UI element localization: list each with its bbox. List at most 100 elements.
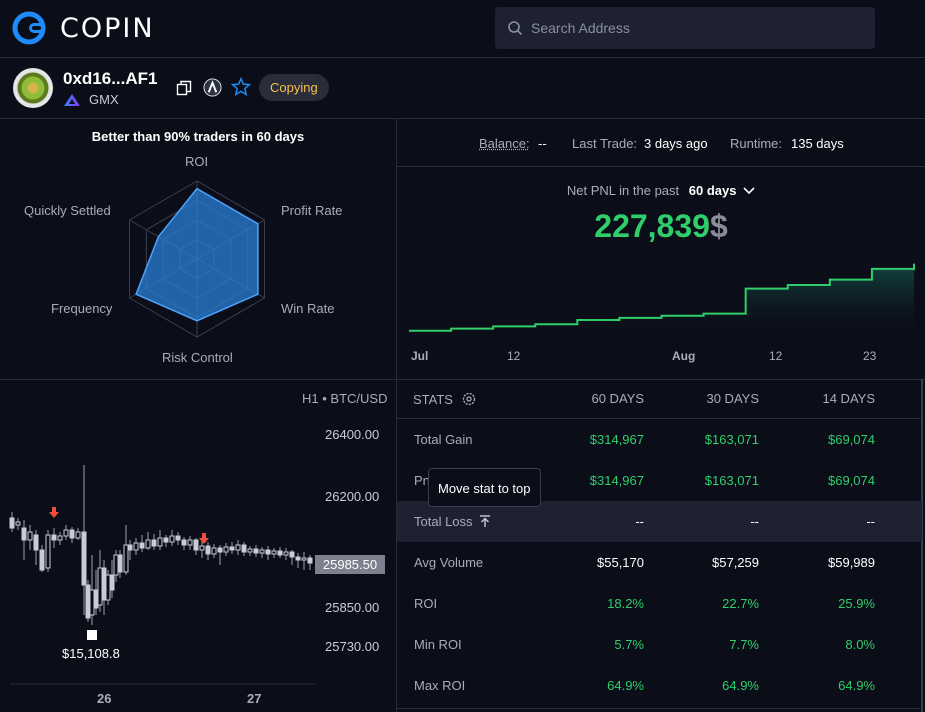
candle-body [175, 535, 181, 541]
price-tick: 25850.00 [325, 600, 380, 615]
stat-row-total-gain[interactable]: Total Gain $314,967 $163,071 $69,074 [397, 419, 922, 460]
price-tick: 26200.00 [325, 489, 380, 504]
stat-row-roi[interactable]: ROI 18.2% 22.7% 25.9% [397, 583, 922, 624]
stat-label: Max ROI [414, 678, 466, 693]
radar-score-area [135, 187, 259, 322]
stat-label: Min ROI [414, 637, 462, 652]
search-bar[interactable] [495, 7, 875, 49]
radar-label-profit-rate: Profit Rate [281, 203, 343, 218]
radar-label-frequency: Frequency [51, 301, 113, 316]
arbitrum-icon[interactable] [203, 78, 222, 97]
gmx-icon [64, 93, 80, 106]
stats-scrollbar[interactable] [921, 379, 923, 712]
stat-value: -- [750, 514, 759, 529]
pnl-x-tick: 23 [863, 349, 877, 363]
pnl-x-tick: Jul [411, 349, 428, 363]
balance-value: -- [538, 136, 547, 151]
candle-body [85, 584, 91, 619]
candle-body [39, 549, 45, 571]
pair-label: H1 • BTC/USD [302, 391, 388, 406]
stat-row-pnl[interactable]: Pnl $314,967 $163,071 $69,074 [397, 460, 922, 501]
pnl-period[interactable]: 60 days [688, 183, 737, 198]
stat-value: $163,071 [704, 473, 759, 488]
balance-label[interactable]: Balance: [479, 136, 530, 151]
protocol-tag: GMX [63, 92, 119, 107]
candle-body [127, 544, 133, 551]
stat-row-avg-volume[interactable]: Avg Volume $55,170 $57,259 $59,989 [397, 542, 922, 583]
stat-value: 64.9% [607, 678, 644, 693]
sell-arrow-marker [199, 533, 209, 544]
candle-body [265, 549, 271, 555]
candle-body [75, 531, 81, 539]
radar-chart [129, 180, 265, 338]
stat-value: 25.9% [838, 596, 875, 611]
current-price-tag: 25985.50 [315, 555, 385, 574]
candle-body [187, 539, 193, 546]
candle-chart[interactable] [0, 400, 320, 690]
candle-body [289, 551, 295, 558]
copin-logo[interactable]: COPIN [12, 11, 155, 45]
low-price-square [87, 630, 97, 640]
move-stat-tooltip: Move stat to top [428, 468, 541, 507]
stat-row-min-roi[interactable]: Min ROI 5.7% 7.7% 8.0% [397, 624, 922, 665]
last-trade-value: 3 days ago [644, 136, 708, 151]
search-input[interactable] [531, 20, 851, 36]
copy-icon[interactable] [176, 80, 192, 96]
logo-text: COPIN [60, 12, 155, 44]
stat-value: 7.7% [729, 637, 759, 652]
pnl-label: Net PNL in the past [566, 183, 680, 198]
candle-body [271, 550, 277, 555]
candle-body [157, 537, 163, 547]
stats-title: STATS [413, 391, 453, 407]
panel-divider-right [397, 379, 925, 380]
move-to-top-icon[interactable] [479, 515, 491, 528]
stat-row-total-loss[interactable]: Total Loss -- -- -- [397, 501, 922, 542]
pnl-x-tick: 12 [507, 349, 521, 363]
last-trade-label: Last Trade: [572, 136, 638, 151]
stat-row-max-roi[interactable]: Max ROI 64.9% 64.9% 64.9% [397, 665, 922, 706]
candle-body [81, 531, 87, 586]
candle-body [217, 547, 223, 553]
candle-body [223, 546, 229, 553]
candle-body [241, 544, 247, 553]
runtime-value: 135 days [791, 136, 844, 151]
candle-body [139, 542, 145, 549]
stat-value: -- [635, 514, 644, 529]
copying-status-badge[interactable]: Copying [259, 74, 329, 101]
candle-body [45, 534, 51, 569]
candle-body [163, 537, 169, 543]
candle-body [105, 574, 111, 601]
stat-label: Avg Volume [414, 555, 484, 570]
candle-body [301, 557, 307, 561]
candle-body [15, 521, 21, 526]
star-icon[interactable] [231, 77, 251, 97]
pnl-area [409, 263, 914, 335]
stats-header: STATS [413, 391, 477, 407]
sell-arrow-marker [49, 507, 59, 518]
candle-body [113, 554, 119, 576]
candle-body [89, 589, 95, 616]
candle-body [133, 542, 139, 551]
search-icon [508, 21, 523, 36]
pnl-amount: 227,839 [594, 208, 710, 244]
candle-body [9, 517, 15, 529]
runtime-label: Runtime: [730, 136, 783, 151]
radar-title: Better than 90% traders in 60 days [91, 129, 305, 144]
trader-avatar [13, 68, 53, 108]
stat-value: $69,074 [828, 432, 875, 447]
time-tick: 27 [247, 691, 262, 706]
price-tick: 26400.00 [325, 427, 380, 442]
candle-body [151, 539, 157, 547]
trader-address[interactable]: 0xd16...AF1 [63, 69, 158, 88]
candle-body [247, 548, 253, 553]
pnl-period-selector[interactable]: Net PNL in the past 60 days [397, 183, 925, 198]
candle-body [33, 534, 39, 551]
candle-body [199, 545, 205, 551]
candle-body [295, 556, 301, 561]
candle-body [211, 547, 217, 555]
column-header-60d: 60 DAYS [591, 391, 644, 406]
chevron-down-icon[interactable] [743, 187, 755, 195]
gear-icon[interactable] [461, 391, 477, 407]
candle-body [277, 550, 283, 556]
stat-value: 18.2% [607, 596, 644, 611]
